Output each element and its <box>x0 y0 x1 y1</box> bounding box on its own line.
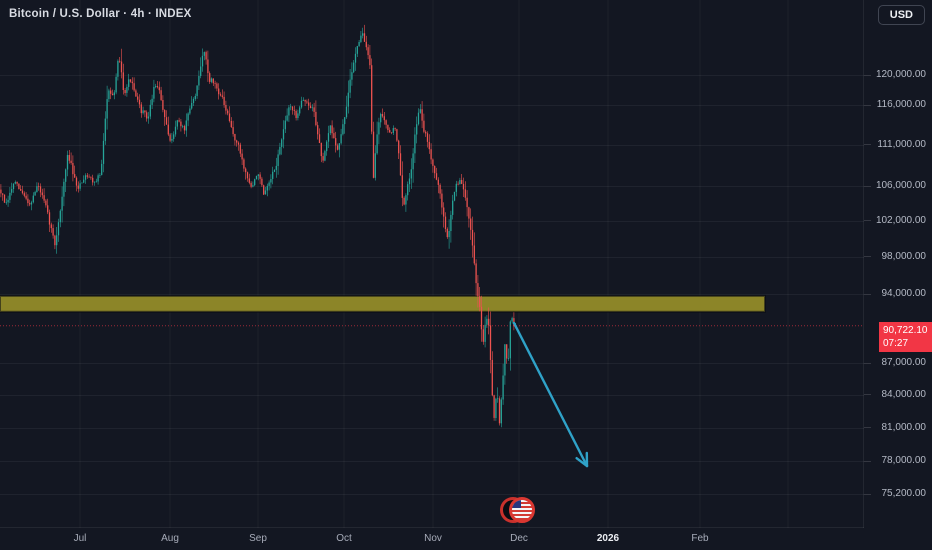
price-axis-tick <box>864 75 871 76</box>
time-axis-label: Sep <box>249 533 267 544</box>
price-axis-tick <box>864 144 871 145</box>
symbol-title[interactable]: Bitcoin / U.S. Dollar · 4h · INDEX <box>9 8 192 20</box>
grid-lines <box>0 75 864 495</box>
current-price-tag: 90,722.10 07:27 <box>879 322 932 352</box>
price-axis-label: 111,000.00 <box>877 139 926 150</box>
price-axis-label: 84,000.00 <box>881 389 927 400</box>
price-axis-tick <box>864 494 871 495</box>
price-axis-tick <box>864 186 871 187</box>
bar-countdown: 07:27 <box>883 338 909 349</box>
price-axis-label: 78,000.00 <box>881 455 927 466</box>
price-axis[interactable]: 120,000.00 116,000.00 111,000.00 106,000.00… <box>863 0 932 528</box>
currency-usd-button[interactable]: USD <box>877 5 925 25</box>
price-axis-tick <box>864 363 871 364</box>
price-axis-label: 106,000.00 <box>875 180 926 191</box>
price-axis-label: 75,200.00 <box>881 488 927 499</box>
price-axis-label: 81,000.00 <box>881 422 927 433</box>
price-axis-label: 120,000.00 <box>875 69 926 80</box>
time-axis-label: Aug <box>161 533 179 544</box>
price-axis-tick <box>864 427 871 428</box>
price-axis-tick <box>864 394 871 395</box>
price-axis-tick <box>864 220 871 221</box>
price-axis-label: 94,000.00 <box>881 288 927 299</box>
current-price-value: 90,722.10 <box>883 325 928 336</box>
candlestick-series <box>0 24 517 428</box>
price-axis-label: 87,000.00 <box>881 357 927 368</box>
time-axis-label: Feb <box>691 533 709 544</box>
price-axis-label: 98,000.00 <box>881 251 927 262</box>
time-axis-label: Dec <box>510 533 528 544</box>
time-axis-label: Oct <box>336 533 352 544</box>
time-axis-label: Nov <box>424 533 442 544</box>
time-axis-label: Jul <box>73 533 87 544</box>
price-axis-label: 116,000.00 <box>876 99 926 110</box>
trend-arrow-drawing[interactable] <box>512 321 589 468</box>
price-axis-tick <box>864 461 871 462</box>
price-axis-tick <box>864 105 871 106</box>
price-axis-tick <box>864 294 871 295</box>
supply-zone-drawing[interactable] <box>0 294 766 313</box>
price-axis-label: 102,000.00 <box>875 215 926 226</box>
time-axis-label: 2026 <box>596 533 620 544</box>
time-axis[interactable]: Jul Aug Sep Oct Nov Dec 2026 Feb <box>0 527 864 550</box>
price-axis-tick <box>864 256 871 257</box>
